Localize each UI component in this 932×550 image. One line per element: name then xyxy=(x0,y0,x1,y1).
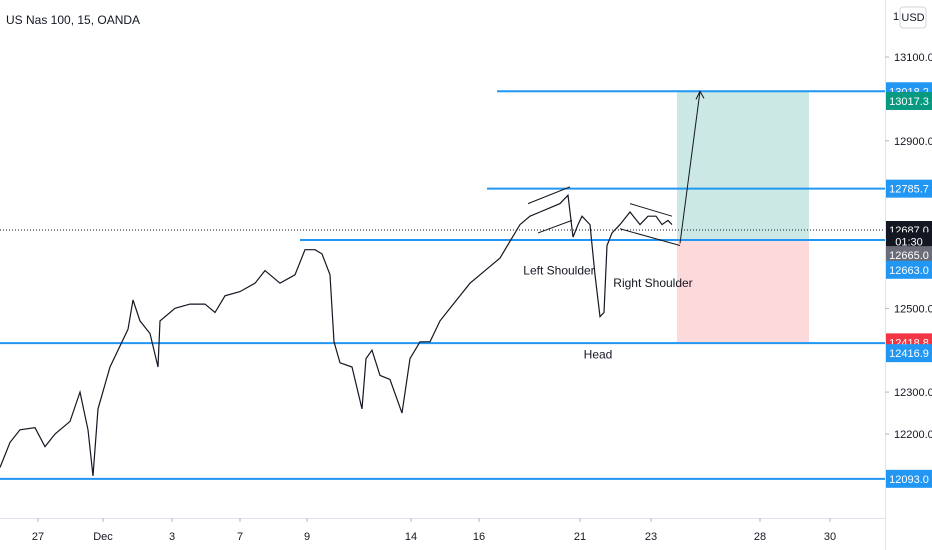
position-zones xyxy=(677,91,809,343)
price-tag-label: 12663.0 xyxy=(889,265,929,277)
price-tag xyxy=(886,179,932,198)
price-series xyxy=(0,193,673,476)
pattern-line xyxy=(537,219,573,234)
currency-label: USD xyxy=(901,12,924,24)
pattern-line xyxy=(619,228,681,246)
pattern-line xyxy=(679,91,701,244)
price-tag xyxy=(886,469,932,488)
time-tick-label: 7 xyxy=(237,531,243,543)
arrow-head xyxy=(695,90,705,100)
time-tick-label: Dec xyxy=(93,531,113,543)
price-tick-label: 13100.0 xyxy=(894,52,932,64)
price-tag-label: 12665.0 xyxy=(889,250,929,262)
pattern-label: Left Shoulder xyxy=(523,264,594,278)
pattern-label: Right Shoulder xyxy=(613,276,692,290)
price-tick-label: 12900.0 xyxy=(894,136,932,148)
pattern-line xyxy=(527,186,571,205)
price-axis[interactable]: 12200.0 12300.0 12500.0 12900.0 13100.0 xyxy=(885,52,932,441)
pattern-trendlines xyxy=(527,90,705,246)
profit-zone xyxy=(677,91,809,241)
chart-title: US Nas 100, 15, OANDA xyxy=(6,13,140,27)
time-tick-label: 27 xyxy=(32,531,44,543)
time-axis[interactable]: 27 Dec 3 7 9 14 16 21 23 28 30 xyxy=(32,518,836,543)
currency-button[interactable]: USD xyxy=(899,6,927,29)
price-tag-label: 12416.9 xyxy=(889,348,929,360)
time-tick-label: 16 xyxy=(473,531,485,543)
pattern-line xyxy=(629,203,673,217)
price-tag-label: 12093.0 xyxy=(889,474,929,486)
annotations: Left Shoulder Right Shoulder Head xyxy=(523,264,692,362)
price-tag xyxy=(886,91,932,110)
time-tick-label: 21 xyxy=(574,531,586,543)
price-tag xyxy=(886,246,932,265)
time-tick-label: 23 xyxy=(645,531,657,543)
price-tag-label: 12785.7 xyxy=(889,184,929,196)
price-tick-label: 12300.0 xyxy=(894,387,932,399)
price-tag xyxy=(886,232,932,251)
pattern-label: Head xyxy=(584,347,613,361)
time-tick-label: 9 xyxy=(304,531,310,543)
price-tag-label: 01:30 xyxy=(895,236,923,248)
time-tick-label: 30 xyxy=(824,531,836,543)
stop-zone xyxy=(677,240,809,343)
y-top-tick: 1 xyxy=(893,11,899,23)
price-tags: 13018.213017.312785.712687.001:3012665.0… xyxy=(886,82,932,488)
price-tag xyxy=(886,344,932,363)
horizontal-levels[interactable] xyxy=(0,90,885,480)
time-tick-label: 3 xyxy=(169,531,175,543)
time-tick-label: 14 xyxy=(405,531,417,543)
price-tag xyxy=(886,260,932,279)
price-tick-label: 12500.0 xyxy=(894,303,932,315)
price-tag-label: 13017.3 xyxy=(889,96,929,108)
price-tick-label: 12200.0 xyxy=(894,429,932,441)
time-tick-label: 28 xyxy=(754,531,766,543)
